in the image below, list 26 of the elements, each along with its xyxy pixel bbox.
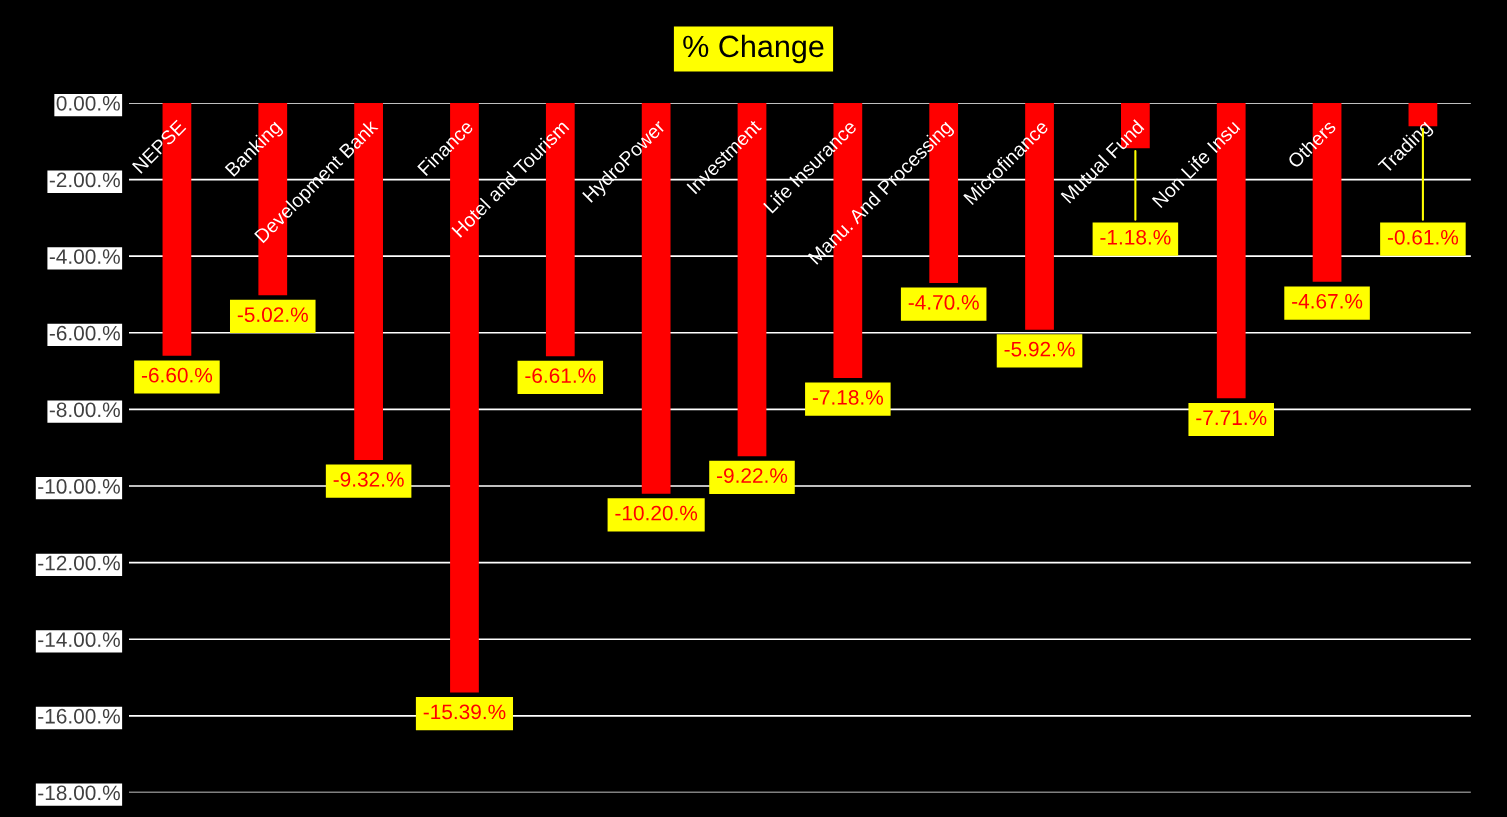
data-label: -7.71.% [1196, 410, 1267, 426]
y-tick-label: -14.00.% [38, 632, 120, 648]
data-label: -9.22.% [717, 468, 788, 483]
data-label: -10.20.% [615, 505, 698, 521]
data-label: -5.02.% [237, 307, 308, 323]
y-tick-label: 0.00.% [56, 95, 120, 111]
y-tick-label: -6.00.% [49, 325, 120, 341]
data-label: -9.32.% [333, 472, 404, 487]
y-tick-label: -2.00.% [49, 172, 120, 188]
data-label: -6.60.% [141, 367, 213, 383]
y-tick-label: -8.00.% [49, 402, 120, 418]
chart-title: % Change [683, 34, 824, 64]
y-tick-label: -4.00.% [49, 249, 120, 264]
data-label: -15.39.% [423, 704, 506, 720]
data-label: -4.70.% [908, 295, 979, 310]
data-label: -7.18.% [812, 390, 883, 405]
data-label: -6.61.% [525, 368, 596, 383]
data-label: -0.61.% [1387, 229, 1459, 245]
y-tick-label: -16.00.% [38, 708, 120, 724]
data-label: -5.92.% [1004, 341, 1075, 357]
y-tick-label: -12.00.% [38, 555, 120, 571]
data-label: -4.67.% [1292, 293, 1363, 309]
y-tick-label: -10.00.% [38, 479, 120, 494]
y-tick-label: -18.00.% [38, 785, 120, 801]
data-label: -1.18.% [1100, 229, 1171, 245]
x-tick-label: Non Life Insu [1151, 119, 1241, 209]
